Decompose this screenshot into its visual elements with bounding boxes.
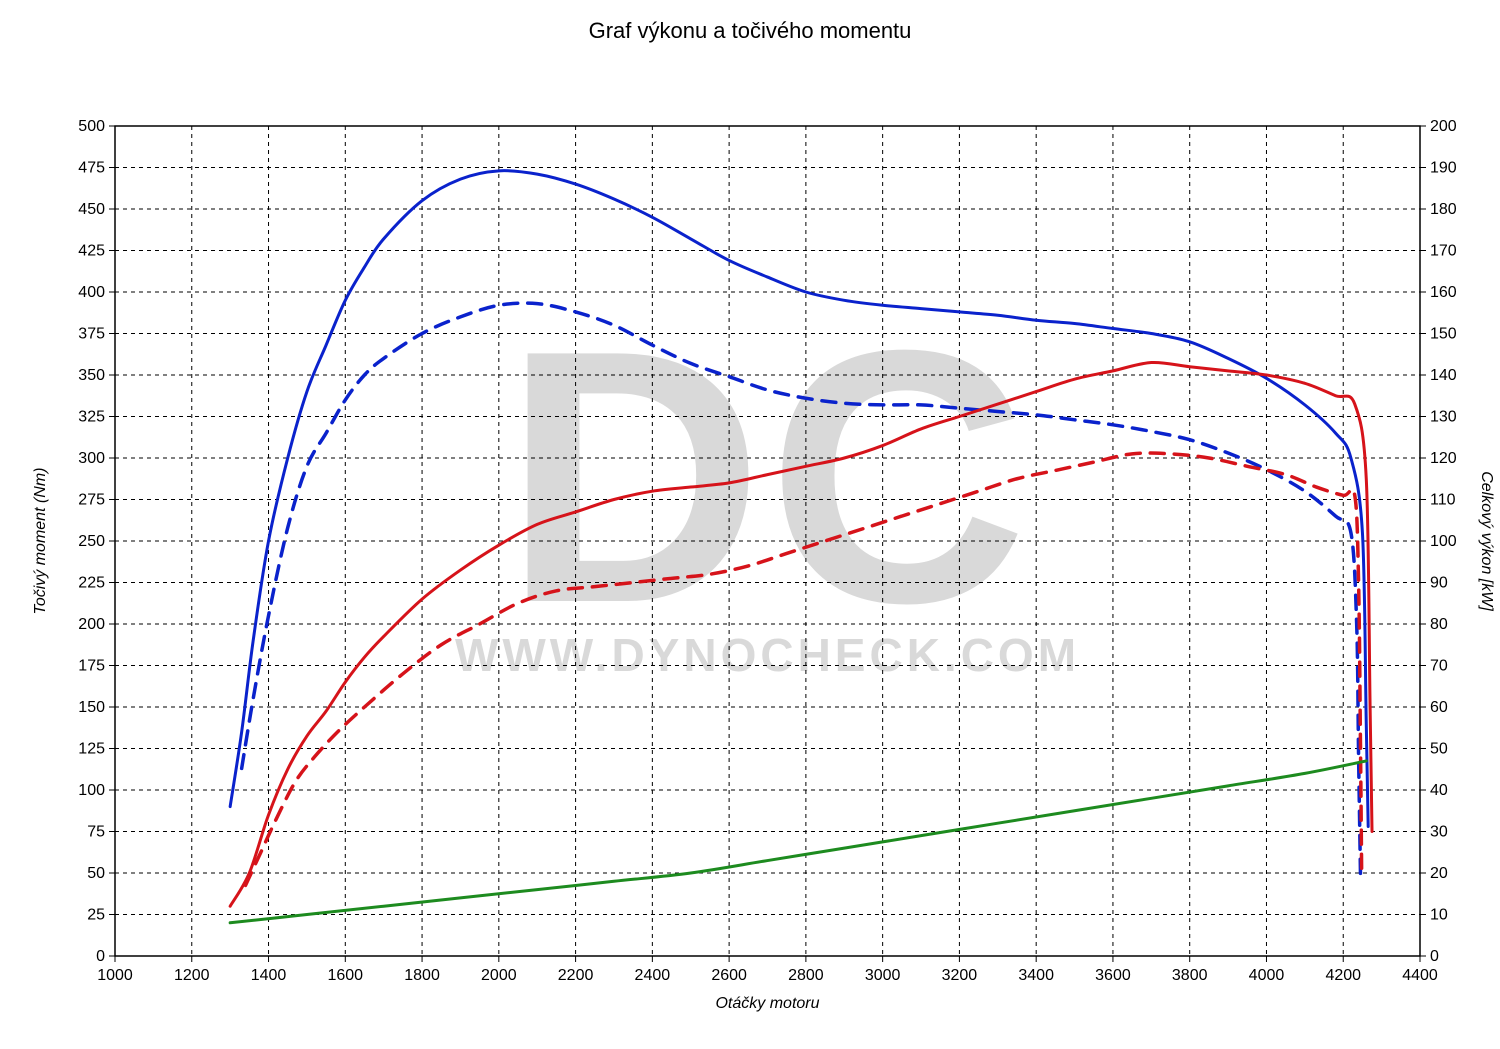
y-left-tick-label: 50 [87,865,105,882]
chart-title: Graf výkonu a točivého momentu [0,18,1500,44]
y-left-tick-label: 150 [78,699,105,716]
x-tick-label: 1600 [327,967,363,984]
y-right-tick-label: 0 [1430,948,1439,965]
y-right-tick-label: 60 [1430,699,1448,716]
x-tick-label: 4200 [1325,967,1361,984]
y-left-tick-label: 0 [96,948,105,965]
x-tick-label: 1800 [404,967,440,984]
series-loss-power [230,761,1366,923]
watermark-logo: DC [504,276,1032,678]
y-right-tick-label: 70 [1430,658,1448,675]
y-right-tick-label: 160 [1430,284,1457,301]
x-tick-label: 2800 [788,967,824,984]
y-left-tick-label: 400 [78,284,105,301]
y-right-tick-label: 50 [1430,741,1448,758]
y-left-tick-label: 350 [78,367,105,384]
y-right-tick-label: 20 [1430,865,1448,882]
x-tick-label: 4000 [1249,967,1285,984]
y-left-tick-label: 125 [78,741,105,758]
y-left-tick-label: 325 [78,409,105,426]
watermark-url: WWW.DYNOCHECK.COM [455,629,1080,681]
x-tick-label: 3000 [865,967,901,984]
y-left-tick-label: 300 [78,450,105,467]
y-left-tick-label: 225 [78,575,105,592]
y-right-tick-label: 90 [1430,575,1448,592]
y-left-tick-label: 75 [87,824,105,841]
y-left-tick-label: 175 [78,658,105,675]
y-left-tick-label: 375 [78,326,105,343]
y-right-tick-label: 10 [1430,907,1448,924]
y-right-tick-label: 40 [1430,782,1448,799]
x-tick-label: 4400 [1402,967,1438,984]
x-tick-label: 2400 [635,967,671,984]
y-left-tick-label: 425 [78,243,105,260]
y-right-tick-label: 120 [1430,450,1457,467]
y-right-tick-label: 170 [1430,243,1457,260]
y-left-tick-label: 500 [78,118,105,135]
x-tick-label: 2200 [558,967,594,984]
y-right-tick-label: 140 [1430,367,1457,384]
y-right-tick-label: 30 [1430,824,1448,841]
y-left-tick-label: 475 [78,160,105,177]
x-axis-label: Otáčky motoru [715,995,819,1012]
y-left-tick-label: 275 [78,492,105,509]
y-right-axis-label: Celkový výkon [kW] [1478,471,1495,611]
y-left-tick-label: 450 [78,201,105,218]
x-tick-label: 1400 [251,967,287,984]
y-right-tick-label: 150 [1430,326,1457,343]
y-right-tick-label: 180 [1430,201,1457,218]
y-left-tick-label: 250 [78,533,105,550]
y-right-tick-label: 190 [1430,160,1457,177]
y-right-tick-label: 110 [1430,492,1456,509]
y-right-tick-label: 80 [1430,616,1448,633]
y-right-tick-label: 200 [1430,118,1457,135]
y-right-tick-label: 100 [1430,533,1457,550]
dyno-chart: DCWWW.DYNOCHECK.COM 10001200140016001800… [0,44,1500,1044]
y-left-tick-label: 200 [78,616,105,633]
x-tick-label: 3600 [1095,967,1131,984]
x-tick-label: 3400 [1018,967,1054,984]
y-left-tick-label: 100 [78,782,105,799]
y-right-tick-label: 130 [1430,409,1457,426]
x-tick-label: 1000 [97,967,133,984]
x-tick-label: 2000 [481,967,517,984]
x-tick-label: 3200 [942,967,978,984]
y-left-axis-label: Točivý moment (Nm) [32,468,49,615]
y-left-tick-label: 25 [87,907,105,924]
x-tick-label: 2600 [711,967,747,984]
x-tick-label: 1200 [174,967,210,984]
x-tick-label: 3800 [1172,967,1208,984]
